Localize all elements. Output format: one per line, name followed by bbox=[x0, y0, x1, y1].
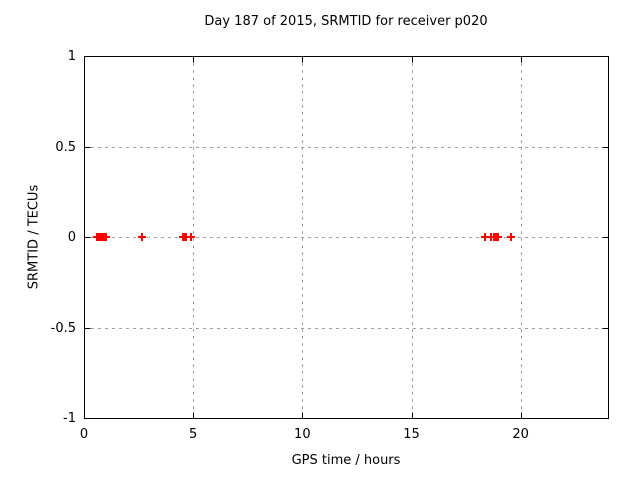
data-point-marker bbox=[494, 233, 502, 241]
x-axis-label: GPS time / hours bbox=[291, 453, 401, 468]
y-tick-label: 1 bbox=[67, 49, 76, 64]
x-tick-label: 15 bbox=[403, 427, 420, 442]
data-point-marker bbox=[187, 233, 195, 241]
y-tick-label: 0 bbox=[67, 230, 76, 245]
x-tick-label: 10 bbox=[294, 427, 311, 442]
y-tick-label: 0.5 bbox=[55, 139, 76, 155]
x-tick-label: 5 bbox=[189, 427, 198, 442]
chart-title: Day 187 of 2015, SRMTID for receiver p02… bbox=[204, 14, 488, 29]
x-tick-label: 20 bbox=[512, 427, 529, 442]
data-point-marker bbox=[138, 233, 146, 241]
x-tick-label: 0 bbox=[79, 427, 89, 442]
data-point-marker bbox=[507, 233, 515, 241]
y-tick-label: -1 bbox=[63, 411, 76, 426]
data-point-marker bbox=[102, 233, 110, 241]
y-tick-label: -0.5 bbox=[50, 320, 76, 336]
